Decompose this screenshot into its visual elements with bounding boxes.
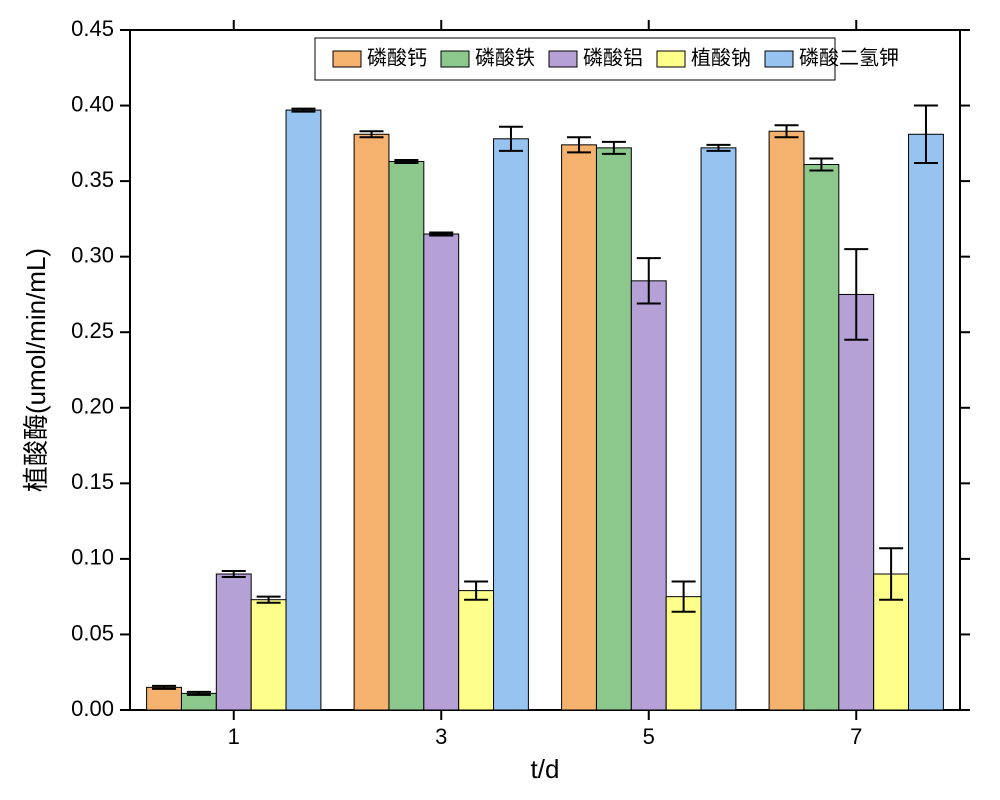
bar bbox=[494, 139, 529, 710]
legend-label: 磷酸二氢钾 bbox=[799, 46, 899, 69]
svg-text:0.10: 0.10 bbox=[71, 545, 114, 570]
svg-text:0.00: 0.00 bbox=[71, 696, 114, 721]
svg-text:1: 1 bbox=[228, 724, 240, 749]
svg-text:5: 5 bbox=[643, 724, 655, 749]
bar bbox=[216, 574, 251, 710]
bar bbox=[631, 281, 666, 710]
svg-text:7: 7 bbox=[850, 724, 862, 749]
bar bbox=[424, 234, 459, 710]
svg-text:0.40: 0.40 bbox=[71, 91, 114, 116]
bar bbox=[769, 131, 804, 710]
x-axis-label: t/d bbox=[531, 754, 560, 784]
svg-text:0.45: 0.45 bbox=[71, 16, 114, 41]
bar bbox=[839, 294, 874, 710]
chart-container: 0.00 0.05 0.10 0.15 0.20 0.25 0.30 0.35 0.40 0.45… bbox=[0, 0, 1000, 800]
svg-text:0.30: 0.30 bbox=[71, 242, 114, 267]
svg-text:0.25: 0.25 bbox=[71, 318, 114, 343]
legend-label: 磷酸铝 bbox=[583, 46, 643, 69]
bar bbox=[286, 110, 321, 710]
legend-label: 磷酸铁 bbox=[475, 46, 535, 69]
bar bbox=[804, 164, 839, 710]
bar bbox=[251, 600, 286, 710]
legend-label: 植酸钠 bbox=[691, 46, 751, 69]
svg-text:0.35: 0.35 bbox=[71, 167, 114, 192]
bar bbox=[701, 148, 736, 710]
bar bbox=[562, 145, 597, 710]
bar bbox=[354, 134, 389, 710]
svg-text:0.05: 0.05 bbox=[71, 620, 114, 645]
bar bbox=[596, 148, 631, 710]
bar bbox=[666, 597, 701, 710]
svg-text:0.20: 0.20 bbox=[71, 394, 114, 419]
bar bbox=[459, 591, 494, 710]
legend-label: 磷酸钙 bbox=[367, 46, 427, 69]
bar bbox=[389, 161, 424, 710]
svg-text:3: 3 bbox=[435, 724, 447, 749]
bar bbox=[909, 134, 944, 710]
legend: 磷酸钙 磷酸铁 磷酸铝 植酸钠 磷酸二氢钾 bbox=[315, 38, 899, 80]
bar bbox=[147, 687, 182, 710]
svg-text:0.15: 0.15 bbox=[71, 469, 114, 494]
y-axis-label: 植酸酶(umol/min/mL) bbox=[21, 248, 51, 492]
